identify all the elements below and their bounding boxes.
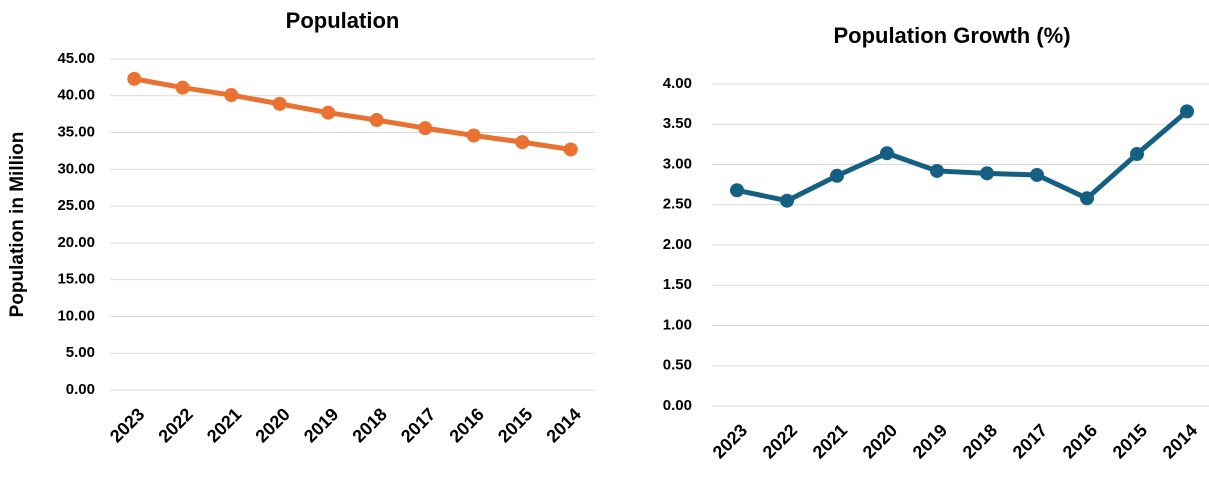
x-tick-label: 2015: [494, 404, 536, 446]
y-tick-label: 40.00: [57, 87, 95, 104]
marker: [127, 71, 142, 86]
x-tick-label: 2022: [759, 420, 801, 462]
y-tick-label: 4.00: [663, 75, 692, 92]
marker: [1030, 167, 1044, 182]
marker: [369, 113, 384, 128]
y-tick-label: 15.00: [57, 271, 95, 288]
marker: [175, 80, 190, 95]
y-tick-label: 1.00: [663, 316, 692, 333]
y-tick-label: 25.00: [57, 197, 95, 214]
line: [133, 76, 572, 152]
y-tick-label: 30.00: [57, 160, 95, 177]
marker: [418, 121, 433, 136]
x-tick-label: 2018: [959, 420, 1001, 462]
marker: [466, 128, 481, 143]
x-tick-label: 2017: [1009, 420, 1051, 462]
y-tick-label: 20.00: [57, 234, 95, 251]
x-tick-label: 2023: [709, 420, 751, 462]
marker: [1080, 191, 1094, 206]
x-tick-label: 2020: [859, 420, 901, 462]
x-tick-label: 2021: [809, 420, 851, 462]
y-tick-label: 2.50: [663, 196, 692, 213]
marker: [830, 168, 844, 183]
marker: [515, 135, 530, 150]
x-tick-label: 2022: [154, 404, 196, 446]
marker: [272, 96, 287, 111]
chart-title: Population: [286, 8, 400, 33]
chart-title: Population Growth (%): [833, 23, 1070, 48]
marker: [880, 146, 894, 161]
x-tick-label: 2023: [106, 404, 148, 446]
y-tick-label: 0.50: [663, 357, 692, 374]
marker: [224, 88, 239, 103]
marker: [321, 105, 336, 120]
y-tick-label: 5.00: [66, 344, 95, 361]
y-tick-label: 10.00: [57, 307, 95, 324]
x-tick-label: 2016: [445, 404, 487, 446]
y-tick-label: 3.50: [663, 115, 692, 132]
x-tick-label: 2018: [348, 404, 390, 446]
x-tick-label: 2016: [1059, 420, 1101, 462]
marker: [730, 183, 744, 198]
marker: [1180, 104, 1194, 119]
x-tick-label: 2017: [397, 404, 439, 446]
y-axis-title: Population in Million: [7, 132, 28, 318]
marker: [563, 142, 578, 157]
y-tick-label: 2.00: [663, 236, 692, 253]
y-tick-label: 0.00: [66, 381, 95, 398]
x-tick-label: 2019: [300, 404, 342, 446]
marker: [1130, 147, 1144, 162]
marker: [930, 163, 944, 178]
line: [736, 109, 1189, 204]
y-tick-label: 35.00: [57, 124, 95, 141]
y-tick-label: 1.50: [663, 276, 692, 293]
x-tick-label: 2015: [1109, 420, 1151, 462]
x-tick-label: 2019: [909, 420, 951, 462]
y-tick-label: 0.00: [663, 397, 692, 414]
y-tick-label: 3.00: [663, 155, 692, 172]
marker: [980, 166, 994, 181]
x-tick-label: 2014: [542, 404, 584, 446]
x-tick-label: 2021: [203, 404, 245, 446]
y-tick-label: 45.00: [57, 50, 95, 67]
x-tick-label: 2014: [1159, 420, 1201, 462]
x-tick-label: 2020: [251, 404, 293, 446]
marker: [780, 193, 794, 208]
